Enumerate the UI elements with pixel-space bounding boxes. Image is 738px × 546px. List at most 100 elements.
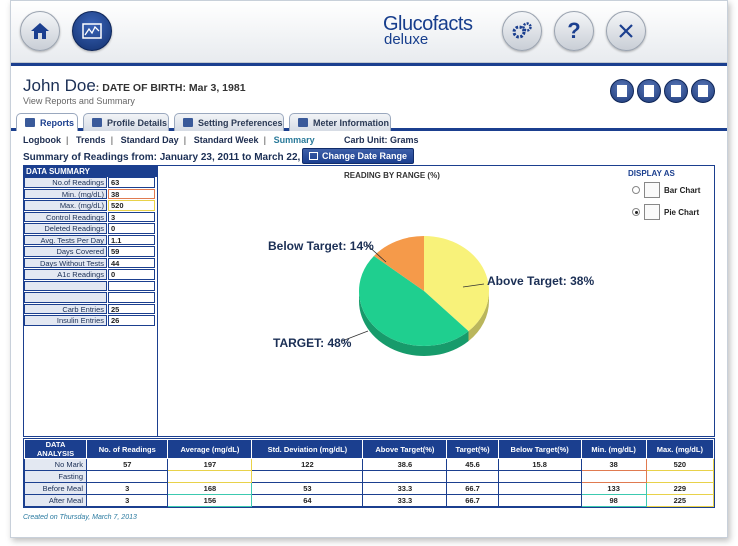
analysis-cell (645, 470, 715, 483)
print-button[interactable] (637, 79, 661, 103)
analysis-row-label: No Mark (24, 458, 87, 471)
summary-label (24, 292, 107, 303)
subnav-summary[interactable]: Summary (273, 135, 315, 145)
pie-slice-below-target (373, 236, 424, 291)
help-button[interactable]: ? (554, 11, 594, 51)
bar-chart-option[interactable]: Bar Chart (632, 182, 700, 198)
subnav-standard-day[interactable]: Standard Day (120, 135, 179, 145)
summary-label: Deleted Readings (24, 223, 107, 234)
gear-icon (512, 22, 532, 39)
save-button[interactable] (664, 79, 688, 103)
summary-label: A1c Readings (24, 269, 107, 280)
close-button[interactable] (606, 11, 646, 51)
email-button[interactable] (691, 79, 715, 103)
summary-row: Max. (mg/dL) 520 (24, 200, 157, 212)
subnav-standard-week[interactable]: Standard Week (193, 135, 259, 145)
summary-value: 25 (108, 303, 155, 314)
email-icon (698, 85, 708, 97)
pie-chart-radio[interactable] (632, 208, 640, 216)
summary-row (24, 292, 157, 304)
pie-slice-above-target (424, 236, 489, 332)
subnav-logbook[interactable]: Logbook (23, 135, 61, 145)
carb-unit: Carb Unit: Grams (344, 135, 419, 145)
settings-button[interactable] (502, 11, 542, 51)
analysis-cell: 64 (251, 494, 364, 507)
summary-row: Insulin Entries 26 (24, 315, 157, 327)
subnav-trends[interactable]: Trends (76, 135, 106, 145)
summary-row: Deleted Readings 0 (24, 223, 157, 235)
bar-chart-icon (644, 182, 660, 198)
report-panel: DATA SUMMARY No.of Readings 63 Min. (mg/dL… (23, 165, 715, 437)
close-icon (619, 24, 633, 38)
summary-label: Avg. Tests Per Day (24, 234, 107, 245)
tab-meter-information[interactable]: Meter Information (289, 113, 391, 131)
reports-button[interactable] (72, 11, 112, 51)
pie-slice-side (468, 291, 489, 342)
analysis-cell: 229 (645, 482, 715, 495)
slice-label-target: TARGET: 48% (273, 336, 352, 350)
summary-row: Carb Entries 25 (24, 303, 157, 315)
data-summary-panel: DATA SUMMARY No.of Readings 63 Min. (mg/dL… (24, 166, 158, 436)
home-button[interactable] (20, 11, 60, 51)
pie-chart (341, 236, 489, 357)
tab-label: Setting Preferences (198, 117, 283, 128)
analysis-cell: 57 (85, 458, 169, 471)
summary-value: 520 (108, 200, 155, 211)
analysis-cell: 38 (580, 458, 647, 471)
analysis-cell: 520 (645, 458, 715, 471)
pie-slice-target (358, 255, 469, 347)
analysis-header: Max. (mg/dL) (645, 439, 715, 459)
analysis-cell (446, 470, 499, 483)
summary-value: 63 (108, 177, 155, 188)
analysis-header: Average (mg/dL) (167, 439, 253, 459)
analysis-cell (251, 470, 364, 483)
summary-value: 59 (108, 246, 155, 257)
pie-chart-icon (644, 204, 660, 220)
summary-row: No.of Readings 63 (24, 177, 157, 189)
tab-setting-preferences[interactable]: Setting Preferences (174, 113, 284, 131)
analysis-cell: 45.6 (446, 458, 499, 471)
analysis-header: DATA ANALYSIS (24, 439, 87, 459)
analysis-cell (497, 494, 582, 507)
tab-label: Meter Information (313, 117, 390, 128)
analysis-row-label: After Meal (24, 494, 87, 507)
summary-value: 3 (108, 211, 155, 222)
change-date-label: Change Date Range (321, 151, 408, 161)
analysis-cell: 122 (251, 458, 364, 471)
analysis-row: After Meal 3 156 64 33.3 66.7 98 225 (24, 494, 715, 507)
summary-label: Carb Entries (24, 303, 107, 314)
summary-row: Control Readings 3 (24, 211, 157, 223)
analysis-header: Target(%) (446, 439, 499, 459)
change-date-range-button[interactable]: Change Date Range (302, 148, 414, 164)
home-icon (31, 23, 49, 39)
pie-slice-side (359, 291, 469, 357)
analysis-header: Std. Deviation (mg/dL) (251, 439, 364, 459)
summary-label: Days Without Tests (24, 257, 107, 268)
analysis-header: Min. (mg/dL) (580, 439, 647, 459)
analysis-cell (85, 470, 169, 483)
summary-row (24, 280, 157, 292)
export-button[interactable] (610, 79, 634, 103)
analysis-cell: 133 (580, 482, 647, 495)
reports-icon (25, 118, 35, 127)
summary-label: Max. (mg/dL) (24, 200, 107, 211)
summary-label: Control Readings (24, 211, 107, 222)
tab-profile-details[interactable]: Profile Details (83, 113, 169, 131)
tab-label: Profile Details (107, 117, 168, 128)
analysis-cell: 33.3 (362, 482, 448, 495)
analysis-cell: 156 (167, 494, 253, 507)
pie-chart-option[interactable]: Pie Chart (632, 204, 699, 220)
patient-name-line: John Doe: DATE OF BIRTH: Mar 3, 1981 (23, 76, 246, 96)
summary-label: Days Covered (24, 246, 107, 257)
summary-row: Days Covered 59 (24, 246, 157, 258)
analysis-cell (362, 470, 448, 483)
help-icon: ? (567, 18, 581, 43)
patient-subtitle: View Reports and Summary (23, 96, 135, 106)
analysis-cell: 98 (580, 494, 647, 507)
tab-reports[interactable]: Reports (16, 113, 78, 131)
analysis-row-label: Before Meal (24, 482, 87, 495)
print-icon (644, 85, 654, 97)
save-icon (671, 85, 681, 97)
analysis-cell: 38.6 (362, 458, 448, 471)
bar-chart-radio[interactable] (632, 186, 640, 194)
